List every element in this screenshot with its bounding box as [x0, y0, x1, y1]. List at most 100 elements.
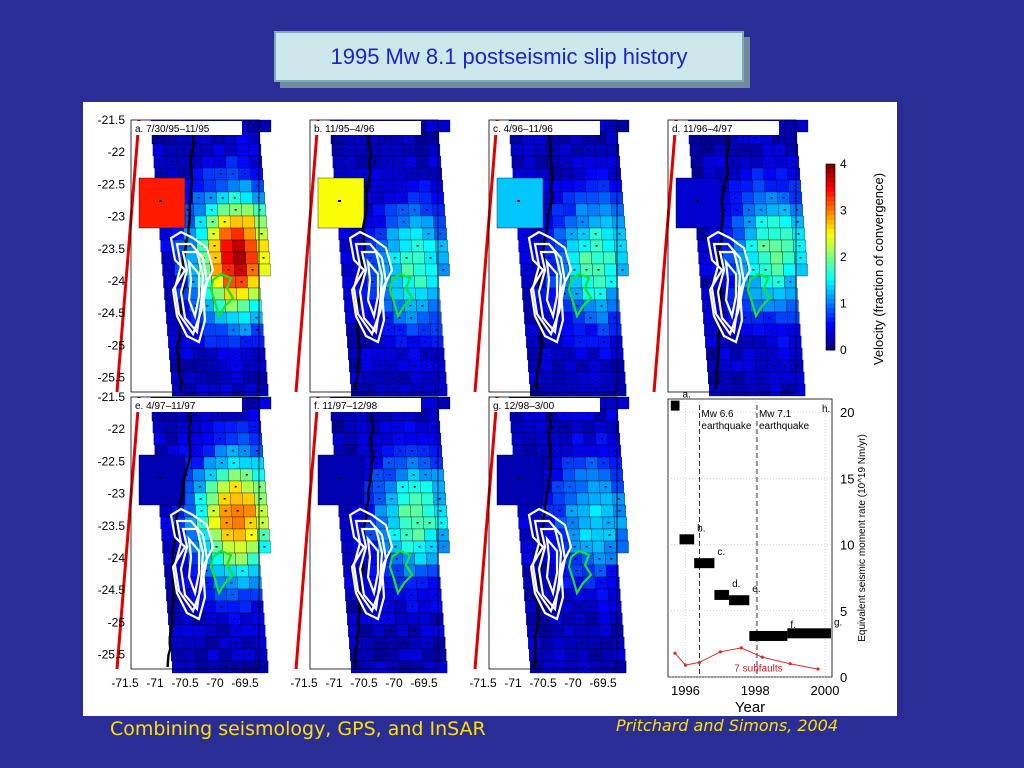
slip-cell	[394, 600, 407, 614]
slip-vector	[430, 546, 433, 548]
colorbar-swatch	[826, 275, 835, 281]
slip-cell	[553, 383, 567, 397]
slip-cell	[242, 215, 255, 229]
slip-vector	[392, 389, 395, 391]
slip-vector	[181, 149, 184, 151]
aftershock-contour	[173, 242, 209, 337]
chart-y-tick: 10	[840, 538, 854, 553]
slip-vector	[399, 185, 402, 187]
slip-vector	[225, 522, 228, 524]
slip-vector	[262, 257, 265, 259]
panel-label: g. 12/98–3/00	[493, 401, 555, 412]
slip-vector	[600, 438, 603, 440]
slip-cell	[374, 660, 388, 674]
slip-cell	[194, 359, 207, 373]
slip-vector	[741, 137, 744, 139]
slip-patch-large	[496, 454, 544, 506]
slip-vector	[696, 173, 699, 175]
slip-cell	[510, 420, 524, 434]
slip-vector	[435, 462, 438, 464]
slip-vector	[200, 377, 203, 379]
slip-cell	[191, 456, 204, 470]
slip-patch-large	[138, 177, 186, 229]
slip-vector	[344, 522, 347, 524]
slip-vector	[247, 365, 250, 367]
slip-vector	[243, 173, 246, 175]
slip-cell	[231, 227, 244, 241]
slip-cell	[705, 335, 718, 349]
slip-cell	[777, 335, 790, 349]
slip-vector	[371, 414, 374, 416]
slip-vector	[613, 317, 616, 319]
slip-cell	[613, 660, 627, 674]
slip-cell	[224, 420, 238, 434]
slip-cell	[164, 143, 178, 157]
slip-cell	[423, 239, 436, 253]
trench-line	[115, 396, 141, 670]
lat-tick-label: -22.5	[98, 454, 126, 468]
slip-vector	[206, 305, 209, 307]
slip-cell	[795, 263, 808, 277]
slip-cell	[588, 215, 601, 229]
slip-vector	[735, 209, 738, 211]
slip-vector	[213, 666, 216, 668]
slip-vector	[248, 654, 251, 656]
slip-cell	[231, 383, 245, 397]
slip-cell	[239, 600, 252, 614]
trench-line	[294, 119, 320, 393]
slip-vector	[258, 209, 261, 211]
slip-vector	[585, 269, 588, 271]
slip-cell	[183, 383, 197, 397]
slip-cell	[775, 311, 788, 325]
slip-cell	[741, 191, 754, 205]
moment-rate-chart: 0 5 10 15 20 1996 1998 2000 Year Equivalent seism…	[667, 390, 868, 716]
slip-vector	[796, 365, 799, 367]
slip-vector	[364, 197, 367, 199]
slip-vector	[583, 245, 586, 247]
slip-cell	[592, 540, 605, 554]
slip-cell	[598, 191, 611, 205]
slip-vector	[589, 317, 592, 319]
slip-vector	[563, 426, 566, 428]
colorbar-swatch	[826, 340, 835, 346]
panel-frame	[130, 119, 260, 393]
slip-vector	[232, 462, 235, 464]
slip-vector	[216, 414, 219, 416]
slip-cell	[767, 215, 780, 229]
slip-vector	[563, 293, 566, 295]
slip-cell	[237, 299, 250, 313]
slip-vector	[349, 161, 352, 163]
slip-vector	[602, 185, 605, 187]
slip-cell	[383, 335, 396, 349]
slip-vector	[747, 209, 750, 211]
slip-vector	[436, 341, 439, 343]
slip-vector	[577, 450, 580, 452]
slip-vector	[387, 462, 390, 464]
slip-cell	[741, 335, 754, 349]
slip-cell	[689, 143, 703, 157]
aftershock-contour	[179, 527, 205, 612]
slip-vector	[759, 209, 762, 211]
slip-vector	[767, 161, 770, 163]
slip-vector	[396, 426, 399, 428]
slip-cell	[165, 432, 179, 446]
slip-cell	[600, 215, 613, 229]
slip-vector	[798, 245, 801, 247]
slip-vector	[611, 570, 614, 572]
slip-vector	[761, 377, 764, 379]
aftershock-contour	[352, 519, 388, 614]
slip-vector	[550, 414, 553, 416]
slip-cell	[417, 311, 430, 325]
slip-vector	[427, 233, 430, 235]
event-label: earthquake	[701, 421, 751, 432]
slip-vector	[551, 426, 554, 428]
slip-cell	[227, 600, 240, 614]
colorbar-tick: 0	[840, 343, 847, 357]
slip-vector	[421, 161, 424, 163]
slip-vector	[212, 233, 215, 235]
slip-cell	[601, 383, 615, 397]
slip-vector	[345, 257, 348, 259]
aftershock-contour	[531, 519, 567, 614]
slip-vector	[564, 161, 567, 163]
slip-cell	[522, 143, 536, 157]
